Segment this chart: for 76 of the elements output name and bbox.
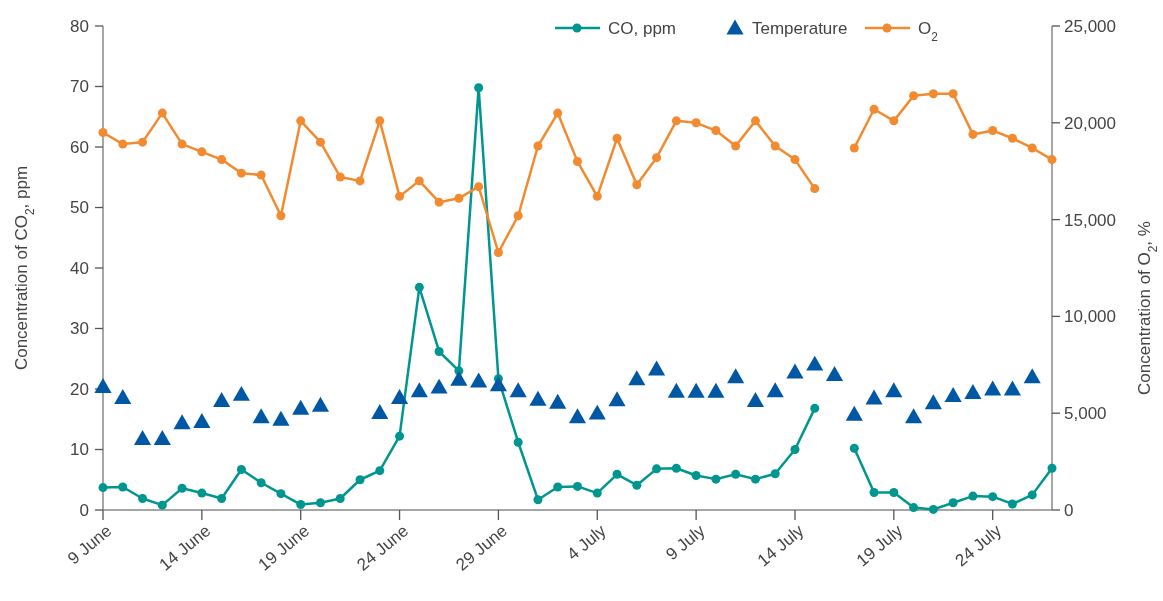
x-tick-label: 19 June [254, 521, 314, 575]
point [434, 197, 444, 207]
point [138, 137, 148, 147]
point [414, 176, 424, 186]
x-tick-label: 24 July [951, 520, 1006, 571]
point [157, 108, 167, 118]
y-tick-label: 40 [70, 258, 89, 278]
point [928, 89, 938, 99]
point [118, 139, 128, 149]
y2-tick-label: 10,000 [1064, 307, 1116, 327]
y-tick-label: 10 [70, 440, 89, 460]
point [691, 118, 701, 128]
point [256, 170, 266, 180]
point [1047, 155, 1057, 165]
point [533, 141, 543, 151]
legend-label: CO, ppm [608, 18, 677, 38]
y-tick-label: 30 [70, 319, 89, 339]
point [632, 180, 642, 190]
point [790, 155, 800, 165]
point [711, 126, 721, 136]
point [98, 127, 108, 137]
point [810, 184, 820, 194]
y-tick-label: 80 [70, 16, 89, 36]
y-tick-label: 20 [70, 379, 89, 399]
x-tick-label: 4 July [563, 520, 611, 565]
point [750, 116, 760, 126]
y2-tick-label: 25,000 [1064, 16, 1116, 36]
point [731, 141, 741, 151]
x-tick-label: 14 July [753, 520, 808, 571]
point [177, 139, 187, 149]
x-tick-label: 19 July [852, 520, 907, 571]
x-tick-label: 29 June [452, 521, 511, 575]
y2-tick-label: 20,000 [1064, 113, 1116, 133]
point [493, 248, 503, 258]
point [573, 157, 582, 167]
y-tick-label: 70 [70, 77, 89, 97]
y-tick-label: 0 [79, 500, 89, 520]
point [968, 129, 978, 139]
y2-tick-label: 0 [1064, 500, 1074, 520]
point [474, 182, 484, 192]
x-tick-label: 14 June [155, 521, 215, 575]
point [513, 211, 523, 221]
point [592, 191, 602, 201]
point [236, 168, 246, 178]
point [217, 155, 227, 165]
point [454, 193, 464, 203]
point [395, 191, 405, 201]
point [671, 116, 681, 126]
point [375, 116, 385, 126]
y-tick-label: 50 [70, 198, 89, 218]
point [849, 143, 859, 153]
point [355, 176, 365, 186]
legend-label: Temperature [752, 18, 848, 38]
y2-tick-label: 15,000 [1064, 210, 1116, 230]
point [1027, 143, 1037, 153]
point [770, 141, 780, 151]
point [652, 153, 662, 163]
point [869, 104, 879, 114]
x-tick-label: 9 June [64, 521, 116, 569]
point [909, 91, 919, 101]
point [553, 108, 563, 118]
point [315, 137, 325, 147]
point [276, 211, 286, 221]
point [889, 116, 899, 126]
point [296, 116, 306, 126]
y-tick-label: 60 [70, 137, 89, 157]
x-tick-label: 24 June [353, 521, 412, 575]
point [1007, 133, 1017, 143]
point [988, 126, 998, 136]
legend-label: O$_{2}$ [918, 18, 939, 44]
y2-tick-label: 5,000 [1064, 404, 1107, 424]
point [612, 133, 622, 143]
point [948, 89, 958, 99]
x-tick-label: 9 July [662, 520, 709, 565]
point [197, 147, 207, 157]
point [335, 172, 345, 182]
